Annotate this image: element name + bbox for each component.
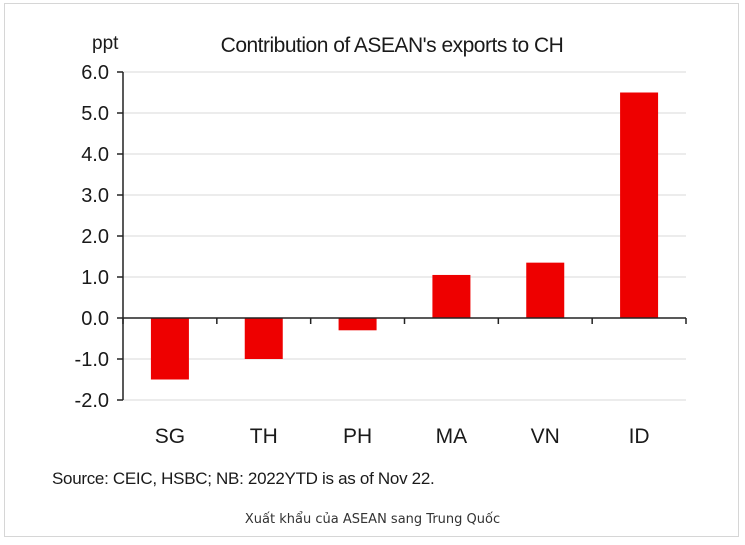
- bars: [150, 92, 659, 380]
- y-tick-label: 0.0: [81, 308, 109, 330]
- bar-sg: [150, 318, 189, 380]
- y-axis-unit: ppt: [92, 33, 119, 54]
- x-tick-label: ID: [629, 425, 650, 448]
- x-tick-label: TH: [250, 425, 278, 448]
- x-tick-label: VN: [531, 425, 560, 448]
- image-caption: Xuất khẩu của ASEAN sang Trung Quốc: [244, 512, 501, 527]
- x-tick-label: SG: [155, 425, 185, 448]
- x-tick-label: PH: [343, 425, 372, 448]
- bar-th: [244, 318, 283, 359]
- grid-lines: [123, 71, 686, 401]
- chart-title: Contribution of ASEAN's exports to CH: [221, 34, 564, 57]
- y-tick-label: -2.0: [75, 390, 109, 412]
- labels: 6.0 5.0 4.0 3.0 2.0 1.0 0.0 -1.0 -2.0 SG TH PH MA VN I…: [75, 62, 650, 448]
- y-tick-label: 5.0: [81, 103, 109, 125]
- source-note: Source: CEIC, HSBC; NB: 2022YTD is as of…: [52, 469, 435, 488]
- y-tick-label: 4.0: [81, 144, 109, 166]
- y-tick-label: 2.0: [81, 226, 109, 248]
- axes: [117, 71, 687, 401]
- bar-ph: [338, 318, 377, 331]
- y-tick-label: 6.0: [81, 62, 109, 84]
- bar-ma: [432, 274, 471, 318]
- x-tick-label: MA: [436, 425, 468, 448]
- bar-vn: [526, 262, 565, 318]
- chart-frame: [4, 3, 739, 537]
- y-tick-label: 1.0: [81, 267, 109, 289]
- y-tick-label: -1.0: [75, 349, 109, 371]
- bar-id: [620, 92, 659, 318]
- y-tick-label: 3.0: [81, 185, 109, 207]
